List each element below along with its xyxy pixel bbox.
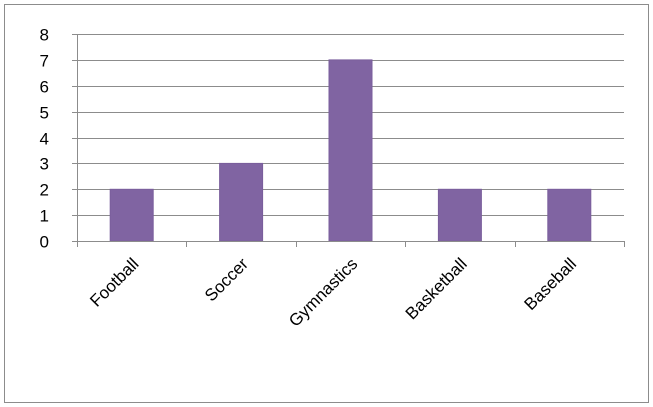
y-tick-label: 8 — [40, 26, 49, 45]
y-tick-label: 7 — [40, 52, 49, 71]
bar-baseball — [547, 188, 592, 242]
y-tick-label: 2 — [40, 181, 49, 200]
y-tick-label: 5 — [40, 104, 49, 123]
bars — [109, 59, 592, 242]
y-tick-label: 1 — [40, 207, 49, 226]
y-tick-label: 0 — [40, 233, 49, 252]
y-tick-label: 6 — [40, 78, 49, 97]
y-tick-label: 4 — [40, 130, 49, 149]
bar-soccer — [219, 162, 264, 242]
y-tick-label: 3 — [40, 155, 49, 174]
axes — [72, 34, 625, 247]
y-tick-labels: 0 1 2 3 4 5 6 7 8 — [40, 26, 49, 252]
bar-gymnastics — [328, 59, 373, 242]
bar-football — [109, 188, 154, 242]
bar-basketball — [437, 188, 482, 242]
